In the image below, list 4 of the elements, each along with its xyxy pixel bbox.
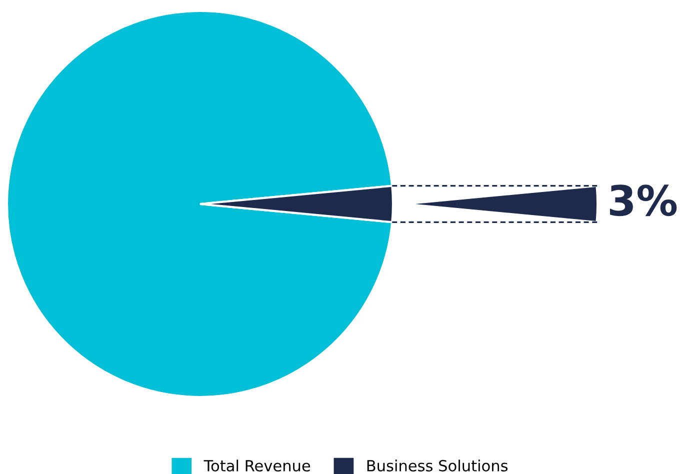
pie-slice <box>6 10 394 398</box>
legend-label: Business Solutions <box>367 460 508 472</box>
data-label: 3% <box>610 184 677 216</box>
legend-label: Total Revenue <box>204 460 310 472</box>
